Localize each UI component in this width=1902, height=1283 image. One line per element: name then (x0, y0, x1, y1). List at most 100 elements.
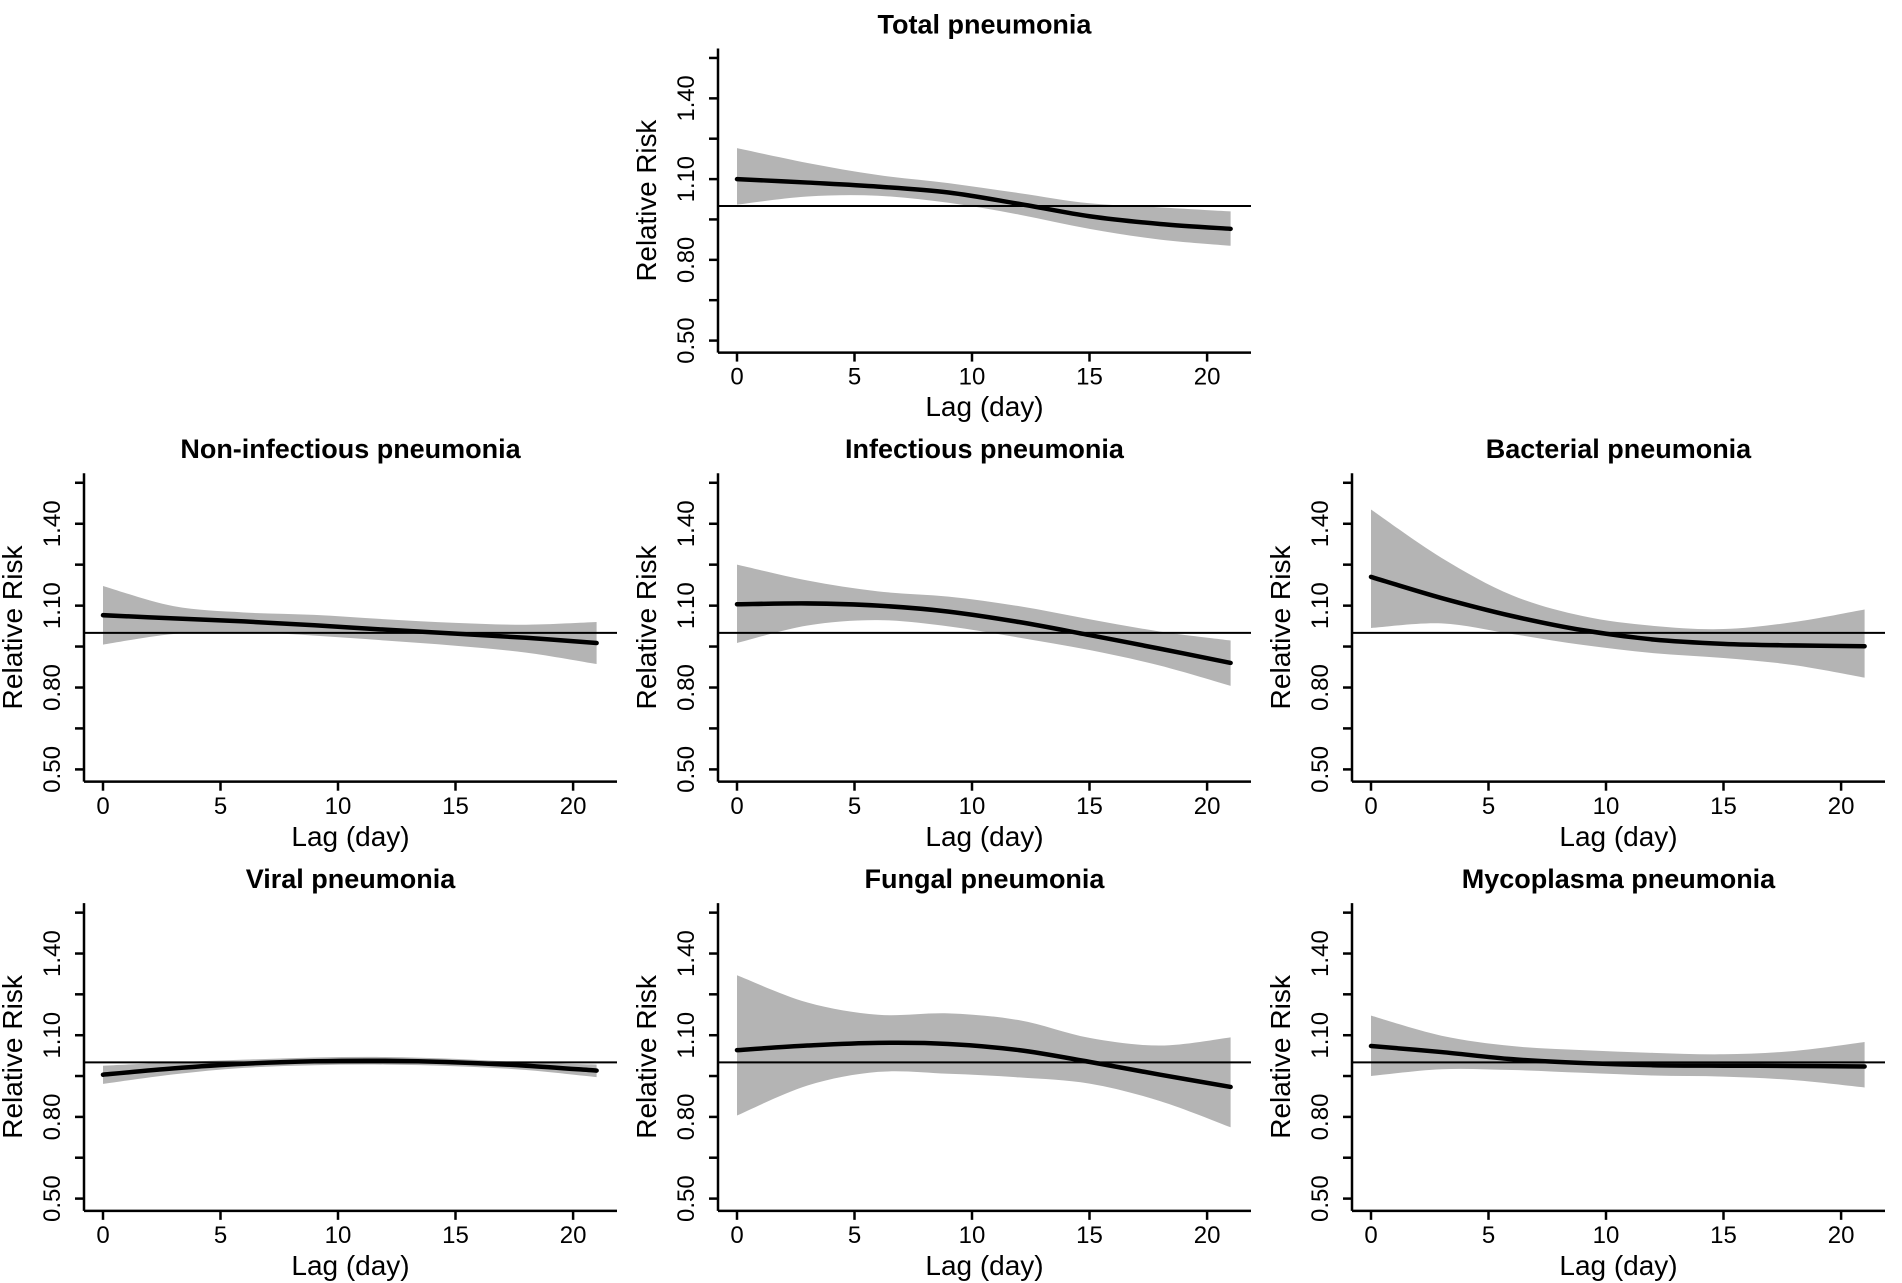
y-tick-label: 1.40 (39, 500, 66, 547)
y-tick-label: 0.50 (673, 1175, 700, 1222)
chart-svg: 0.50 0.80 1.10 1.40 0 5 10 15 20 Relative Risk Lag… (0, 864, 617, 1281)
risk-curve (100, 612, 599, 646)
y-tick-label: 1.10 (1307, 582, 1334, 629)
risk-curve (734, 1040, 1233, 1090)
panel-fungal-pneumonia: 0.50 0.80 1.10 1.40 0 5 10 15 20 Relative Risk Lag… (634, 854, 1268, 1283)
chart-svg: 0.50 0.80 1.10 1.40 0 5 10 15 20 Relative Risk Lag… (634, 864, 1251, 1281)
x-tick-label: 20 (1194, 793, 1221, 820)
y-tick-label: 0.80 (39, 1094, 66, 1141)
x-tick-label: 0 (96, 793, 109, 820)
y-tick-label: 1.10 (673, 156, 700, 202)
risk-curve (100, 1058, 599, 1077)
risk-curve (734, 601, 1233, 666)
panel-bacterial-pneumonia: 0.50 0.80 1.10 1.40 0 5 10 15 20 Relative Risk Lag… (1268, 424, 1902, 854)
y-tick-label: 0.80 (673, 237, 700, 283)
y-tick-label: 0.80 (673, 664, 700, 711)
y-tick-label: 1.10 (39, 582, 66, 629)
empty-cell-top-right (1268, 0, 1902, 424)
empty-cell-top-left (0, 0, 634, 424)
x-tick-label: 10 (1593, 1222, 1620, 1249)
x-tick-label: 0 (730, 793, 743, 820)
y-tick-label: 0.80 (1307, 1094, 1334, 1141)
panel-title: Non-infectious pneumonia (180, 434, 521, 464)
y-axis-title: Relative Risk (0, 974, 28, 1139)
y-tick-label: 1.10 (39, 1012, 66, 1059)
x-tick-label: 20 (1828, 793, 1855, 820)
x-tick-label: 15 (1710, 793, 1737, 820)
panel-viral-pneumonia: 0.50 0.80 1.10 1.40 0 5 10 15 20 Relative Risk Lag… (0, 854, 634, 1283)
y-tick-label: 1.40 (1307, 930, 1334, 977)
x-tick-label: 10 (1593, 793, 1620, 820)
confidence-band (737, 975, 1231, 1128)
x-tick-label: 15 (442, 1222, 469, 1249)
x-axis-title: Lag (day) (925, 821, 1043, 852)
x-tick-label: 5 (214, 793, 227, 820)
y-tick-label: 1.40 (673, 75, 700, 121)
y-axis-title: Relative Risk (1268, 544, 1296, 709)
x-tick-label: 20 (560, 1222, 587, 1249)
x-tick-label: 0 (730, 363, 743, 390)
confidence-band (1371, 509, 1865, 678)
y-tick-label: 0.80 (1307, 664, 1334, 711)
x-tick-label: 15 (1076, 1222, 1103, 1249)
x-tick-label: 20 (1194, 363, 1221, 390)
x-tick-label: 10 (325, 1222, 352, 1249)
y-axis-title: Relative Risk (1268, 974, 1296, 1139)
risk-curve (1368, 1043, 1867, 1069)
y-tick-label: 0.50 (39, 746, 66, 793)
panel-title: Total pneumonia (878, 10, 1093, 40)
x-tick-label: 10 (959, 793, 986, 820)
x-axis-title: Lag (day) (925, 1250, 1043, 1281)
y-axis-title: Relative Risk (634, 120, 662, 282)
chart-svg: 0.50 0.80 1.10 1.40 0 5 10 15 20 Relative Risk Lag… (1268, 864, 1885, 1281)
y-tick-label: 1.10 (673, 1012, 700, 1059)
y-tick-label: 0.50 (673, 317, 700, 363)
panel-mycoplasma-pneumonia: 0.50 0.80 1.10 1.40 0 5 10 15 20 Relative Risk Lag… (1268, 854, 1902, 1283)
x-tick-label: 10 (325, 793, 352, 820)
y-tick-label: 1.10 (673, 582, 700, 629)
x-tick-label: 15 (1710, 1222, 1737, 1249)
confidence-band (737, 564, 1231, 686)
panel-non-infectious-pneumonia: 0.50 0.80 1.10 1.40 0 5 10 15 20 Relative Risk Lag… (0, 424, 634, 854)
x-tick-label: 0 (1364, 1222, 1377, 1249)
x-tick-label: 20 (1828, 1222, 1855, 1249)
x-tick-label: 5 (1482, 793, 1495, 820)
y-axis-title: Relative Risk (634, 544, 662, 709)
panel-title: Bacterial pneumonia (1486, 434, 1752, 464)
panel-infectious-pneumonia: 0.50 0.80 1.10 1.40 0 5 10 15 20 Relative Risk Lag… (634, 424, 1268, 854)
risk-curve (734, 176, 1233, 232)
y-tick-label: 0.80 (673, 1094, 700, 1141)
x-tick-label: 5 (214, 1222, 227, 1249)
x-tick-label: 0 (1364, 793, 1377, 820)
x-tick-label: 10 (959, 363, 986, 390)
x-tick-label: 5 (848, 793, 861, 820)
y-tick-label: 1.10 (1307, 1012, 1334, 1059)
y-tick-label: 0.80 (39, 664, 66, 711)
chart-svg: 0.50 0.80 1.10 1.40 0 5 10 15 20 Relative Risk Lag… (634, 10, 1251, 422)
y-axis-title: Relative Risk (634, 974, 662, 1139)
x-axis-title: Lag (day) (1559, 1250, 1677, 1281)
x-tick-label: 15 (1076, 793, 1103, 820)
y-tick-label: 1.40 (673, 500, 700, 547)
chart-svg: 0.50 0.80 1.10 1.40 0 5 10 15 20 Relative Risk Lag… (1268, 434, 1885, 852)
y-tick-label: 0.50 (39, 1175, 66, 1222)
panel-title: Infectious pneumonia (845, 434, 1125, 464)
y-tick-label: 0.50 (1307, 746, 1334, 793)
x-tick-label: 0 (96, 1222, 109, 1249)
y-tick-label: 0.50 (673, 746, 700, 793)
y-tick-label: 1.40 (673, 930, 700, 977)
y-axis-title: Relative Risk (0, 544, 28, 709)
x-axis-title: Lag (day) (925, 391, 1043, 422)
confidence-band (103, 585, 597, 665)
x-tick-label: 0 (730, 1222, 743, 1249)
chart-svg: 0.50 0.80 1.10 1.40 0 5 10 15 20 Relative Risk Lag… (634, 434, 1251, 852)
x-tick-label: 5 (1482, 1222, 1495, 1249)
chart-svg: 0.50 0.80 1.10 1.40 0 5 10 15 20 Relative Risk Lag… (0, 434, 617, 852)
x-tick-label: 5 (848, 1222, 861, 1249)
x-tick-label: 20 (1194, 1222, 1221, 1249)
panel-title: Mycoplasma pneumonia (1462, 864, 1776, 894)
panel-title: Viral pneumonia (246, 864, 456, 894)
x-tick-label: 15 (442, 793, 469, 820)
x-tick-label: 10 (959, 1222, 986, 1249)
